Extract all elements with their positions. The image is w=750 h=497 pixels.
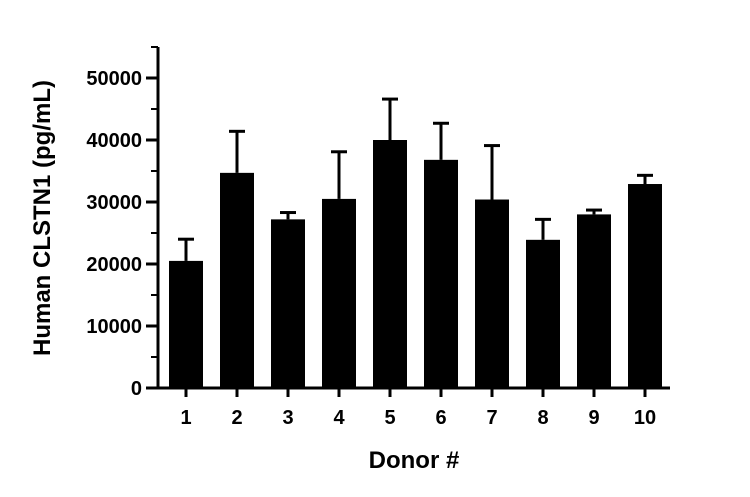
- x-tick-label: 6: [435, 407, 446, 429]
- x-tick-label: 7: [486, 407, 497, 429]
- bars-group: [169, 97, 662, 388]
- y-tick-label: 30000: [86, 192, 142, 214]
- x-axis-title: Donor #: [369, 447, 460, 474]
- bar-donor-4: [322, 198, 356, 388]
- x-tick-label: 2: [231, 407, 242, 429]
- x-tick-label: 9: [588, 407, 599, 429]
- bar-donor-5: [373, 140, 407, 388]
- x-tick-label: 8: [537, 407, 548, 429]
- bar-donor-10: [628, 184, 662, 388]
- bar-donor-1: [169, 260, 203, 388]
- x-tick-label: 4: [333, 407, 345, 429]
- axes-group: [156, 47, 670, 390]
- x-tick-label: 10: [634, 407, 656, 429]
- bar-donor-9: [577, 214, 611, 388]
- y-ticks-group: 0 10000 20000 30000 40000 50000: [86, 46, 158, 400]
- bar-donor-8: [526, 239, 560, 388]
- x-tick-label: 5: [384, 407, 395, 429]
- bar-donor-2: [220, 172, 254, 388]
- y-tick-label: 0: [131, 378, 142, 400]
- y-axis-title: Human CLSTN1 (pg/mL): [29, 80, 56, 356]
- x-tick-label: 3: [282, 407, 293, 429]
- x-ticks-group: 1 2 3 4 5 6 7 8 9 10: [180, 388, 656, 429]
- bar-donor-6: [424, 159, 458, 388]
- y-tick-label: 10000: [86, 316, 142, 338]
- x-tick-label: 1: [180, 407, 191, 429]
- bar-donor-7: [475, 199, 509, 388]
- y-tick-label: 40000: [86, 130, 142, 152]
- bar-donor-3: [271, 219, 305, 388]
- y-tick-label: 20000: [86, 254, 142, 276]
- y-tick-label: 50000: [86, 68, 142, 90]
